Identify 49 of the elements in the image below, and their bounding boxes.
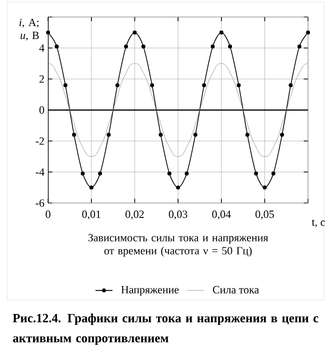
x-tick-label: 0,02	[126, 210, 144, 220]
y-tick-label: 0	[40, 106, 44, 114]
point	[262, 186, 267, 190]
y-tick-label: 4	[40, 44, 45, 52]
point	[236, 83, 241, 88]
point	[80, 172, 85, 176]
point	[298, 44, 302, 48]
point	[228, 44, 232, 48]
point	[194, 132, 198, 137]
point	[168, 172, 172, 176]
x-tick-label: 0,03	[169, 210, 188, 220]
point	[254, 172, 258, 176]
point	[98, 172, 102, 176]
point	[142, 44, 146, 48]
y-tick-label: -4	[36, 168, 45, 176]
point	[46, 30, 50, 35]
y-axis-title: i, A; u, B	[20, 18, 40, 41]
point	[64, 83, 68, 88]
x-tick-label: 0,05	[256, 210, 274, 220]
point	[246, 132, 250, 137]
x-tick-label: 0,04	[212, 210, 232, 220]
text: Зависимость силы тока и напряжения от времени (частота ν = 50 Гц)	[88, 234, 268, 257]
point	[210, 44, 215, 48]
point	[202, 83, 206, 88]
x-tick-label: 0,01	[82, 210, 101, 220]
point	[124, 44, 128, 48]
legend-label: Сила тока	[213, 286, 260, 294]
point	[288, 83, 293, 88]
point	[72, 132, 76, 137]
point	[176, 186, 180, 190]
y-tick-label: -6	[36, 199, 44, 207]
point	[150, 83, 154, 88]
x-axis-title: t, c	[312, 220, 326, 228]
point	[54, 44, 59, 48]
text: Рис.12.4. Графики силы тока и напряжения в цепи с активным сопротивлением	[13, 314, 319, 345]
point	[184, 172, 189, 176]
x-tick-label: 0	[46, 210, 51, 218]
point	[272, 172, 276, 176]
point	[280, 132, 284, 137]
y-tick-label: 2	[40, 75, 44, 83]
point	[220, 30, 224, 35]
y-tick-label: -2	[36, 137, 44, 145]
point	[158, 132, 163, 137]
point	[116, 83, 120, 88]
point	[306, 30, 310, 35]
point	[106, 132, 111, 137]
point	[132, 30, 137, 35]
point	[90, 186, 94, 190]
legend-label: Напряжение	[121, 286, 179, 296]
